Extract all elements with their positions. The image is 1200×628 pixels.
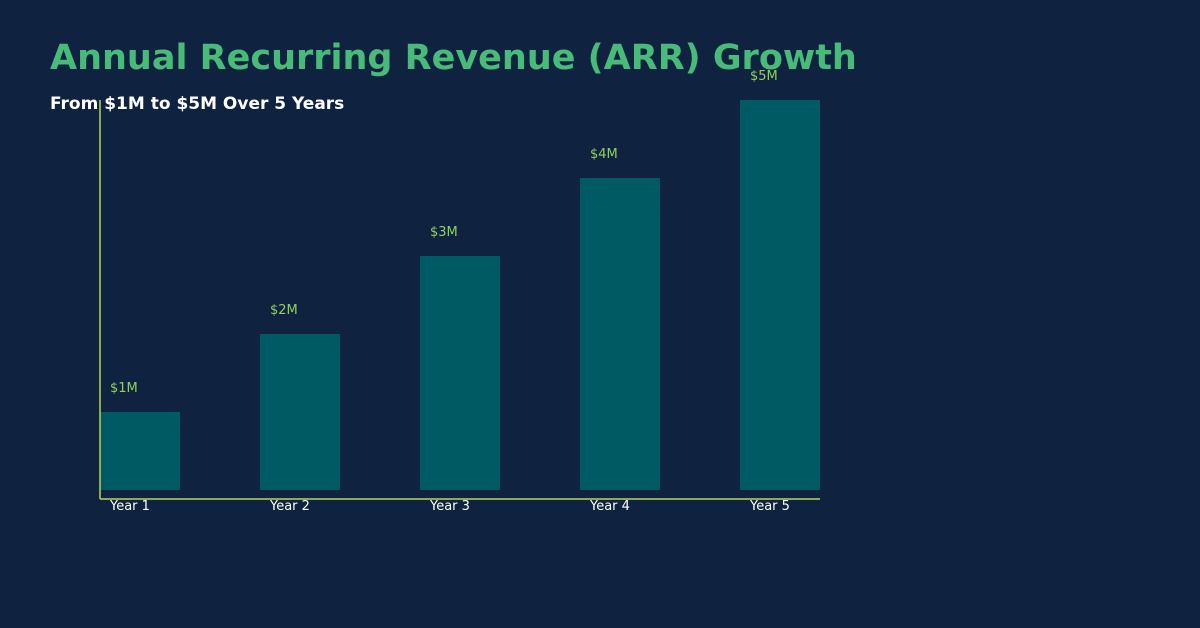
x-tick-label: Year 1	[109, 499, 150, 514]
data-label: $4M	[590, 147, 618, 162]
bar-year-5	[740, 100, 820, 490]
data-label: $2M	[270, 303, 298, 318]
bar-year-3	[420, 256, 500, 490]
data-labels-layer: $1M $2M $3M $4M $5M	[110, 69, 778, 396]
x-tick-label: Year 5	[749, 499, 790, 514]
data-label: $3M	[430, 225, 458, 240]
x-tick-labels-layer: Year 1 Year 2 Year 3 Year 4 Year 5	[109, 499, 790, 514]
x-tick-label: Year 3	[429, 499, 470, 514]
bar-year-1	[100, 412, 180, 490]
bar-year-4	[580, 178, 660, 490]
x-tick-label: Year 4	[589, 499, 630, 514]
chart-subtitle: From $1M to $5M Over 5 Years	[50, 94, 345, 114]
data-label: $1M	[110, 381, 138, 396]
data-label: $5M	[750, 69, 778, 84]
x-tick-label: Year 2	[269, 499, 310, 514]
bar-year-2	[260, 334, 340, 490]
bars-layer	[100, 100, 820, 490]
chart-title: Annual Recurring Revenue (ARR) Growth	[50, 38, 857, 78]
